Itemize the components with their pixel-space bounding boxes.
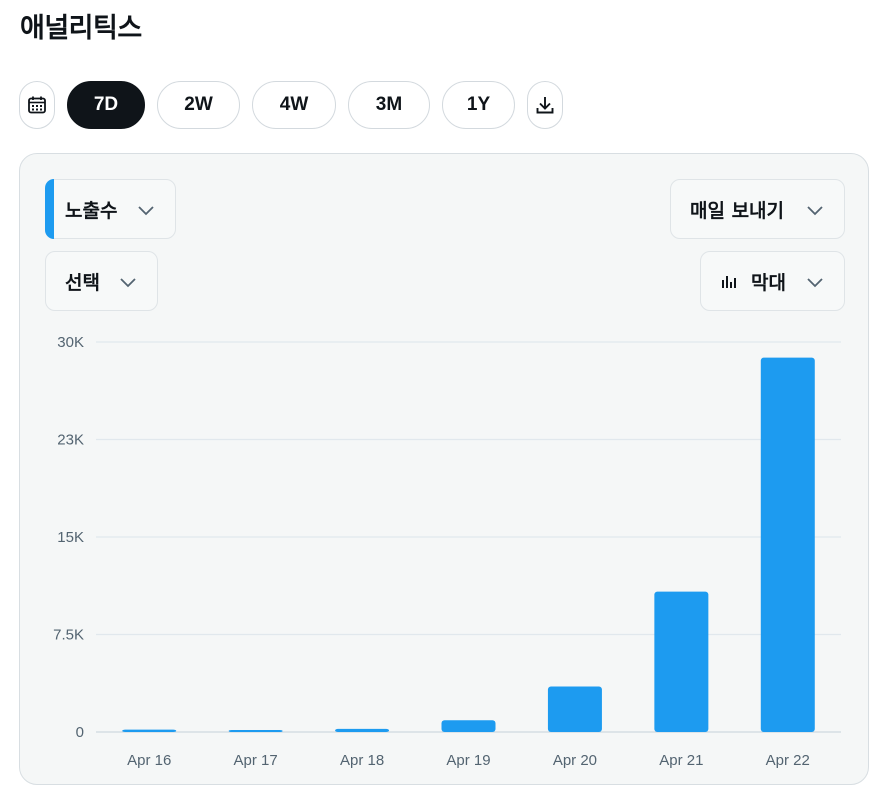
compare-dropdown[interactable]: 선택: [45, 251, 158, 311]
chevron-down-icon: [807, 206, 823, 216]
download-icon: [536, 97, 554, 114]
x-tick-label: Apr 22: [766, 752, 810, 769]
range-4w-button[interactable]: 4W: [252, 81, 336, 129]
chevron-down-icon: [138, 206, 154, 216]
x-tick-label: Apr 17: [234, 752, 278, 769]
x-tick-label: Apr 21: [659, 752, 703, 769]
chevron-down-icon: [120, 278, 136, 288]
chart-style-dropdown-label: 막대: [751, 271, 786, 294]
bar-apr-17[interactable]: [228, 730, 283, 732]
bar-apr-19[interactable]: [441, 720, 496, 732]
y-tick-label: 23K: [57, 432, 84, 449]
y-tick-label: 0: [76, 724, 84, 741]
chart-style-dropdown[interactable]: 막대: [700, 251, 845, 311]
range-2w-button[interactable]: 2W: [157, 81, 240, 129]
bar-apr-18[interactable]: [335, 728, 390, 732]
range-7d-button[interactable]: 7D: [67, 81, 145, 129]
bar-apr-22[interactable]: [760, 357, 815, 732]
bar-apr-20[interactable]: [547, 686, 602, 733]
metric-dropdown[interactable]: 노출수: [45, 179, 176, 239]
bar-apr-16[interactable]: [122, 729, 177, 732]
download-button[interactable]: [527, 81, 563, 129]
y-tick-label: 30K: [57, 334, 84, 351]
bar-apr-21[interactable]: [654, 591, 709, 732]
bar-chart-icon: [722, 276, 736, 288]
compare-dropdown-label: 선택: [65, 271, 100, 294]
y-tick-label: 7.5K: [53, 627, 84, 644]
x-tick-label: Apr 18: [340, 752, 384, 769]
impressions-bar-chart: 0 7.5K 15K 23K 30K Apr 16 Apr 17 Apr 18 Apr 19 Ap…: [53, 334, 841, 769]
range-1y-button[interactable]: 1Y: [442, 81, 515, 129]
interval-dropdown[interactable]: 매일 보내기: [670, 179, 845, 239]
page-title: 애널리틱스: [20, 13, 142, 44]
chevron-down-icon: [807, 278, 823, 288]
range-3m-button[interactable]: 3M: [348, 81, 430, 129]
x-tick-label: Apr 19: [446, 752, 490, 769]
calendar-button[interactable]: [19, 81, 55, 129]
calendar-icon: [28, 96, 46, 114]
metric-dropdown-label: 노출수: [65, 199, 118, 222]
metric-color-indicator: [45, 179, 54, 239]
x-tick-label: Apr 20: [553, 752, 597, 769]
y-tick-label: 15K: [57, 529, 84, 546]
analytics-chart-card: 노출수 선택 매일 보내기 막대 0 7.5K 15K 23K 30K Apr 16 Apr…: [19, 153, 869, 785]
interval-dropdown-label: 매일 보내기: [690, 199, 785, 222]
x-tick-label: Apr 16: [127, 752, 171, 769]
